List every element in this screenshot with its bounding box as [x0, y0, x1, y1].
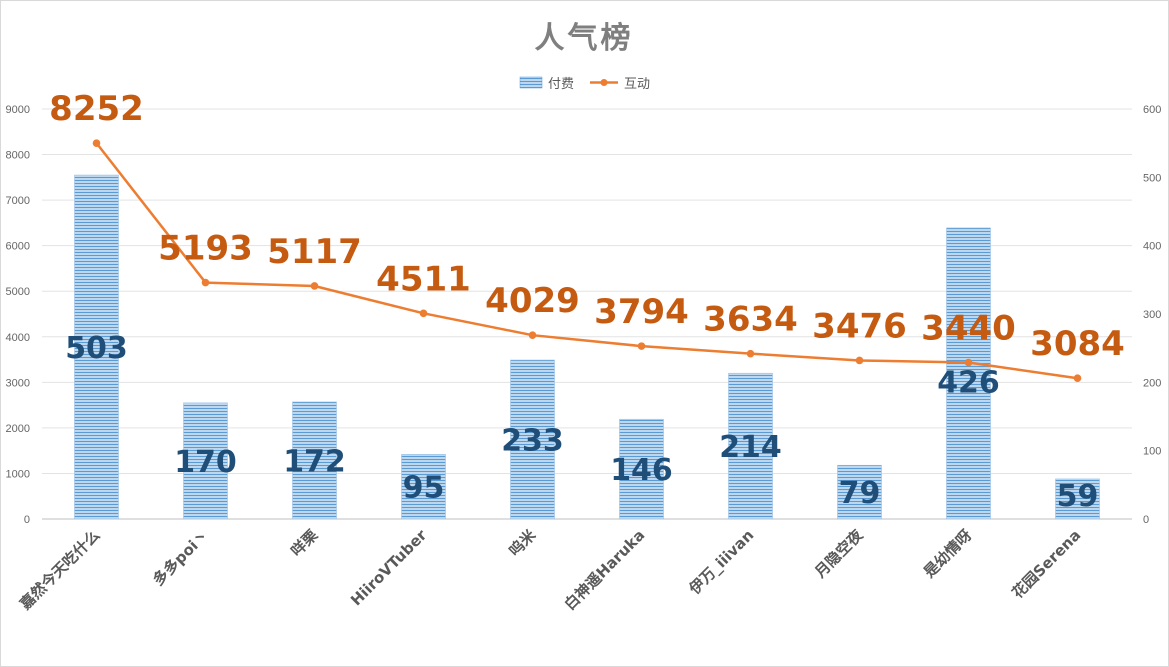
line-data-labels: 8252 5193 5117 4511 4029 3794 3634 3476 3440 3084	[49, 89, 1125, 364]
line-point	[637, 342, 646, 350]
line-point	[92, 139, 101, 147]
bar	[183, 402, 228, 520]
left-axis-tick: 3000	[6, 377, 30, 389]
left-axis-tick: 1000	[6, 468, 30, 480]
chart-title: 人气榜	[535, 21, 634, 56]
legend-label-line: 互动	[624, 77, 650, 92]
line-point	[855, 356, 864, 365]
line-data-label: 3084	[1030, 324, 1125, 364]
left-axis-tick: 2000	[6, 423, 30, 435]
left-axis-tick: 8000	[6, 150, 30, 162]
bar-data-label: 146	[610, 453, 673, 488]
legend-swatch-bar	[519, 76, 543, 89]
line-point	[201, 278, 210, 287]
line-point	[310, 282, 319, 290]
bar-data-label: 172	[283, 444, 346, 479]
bar	[619, 418, 664, 520]
legend: 付费 互动	[519, 76, 650, 92]
line-point	[964, 358, 973, 367]
line-point	[528, 331, 537, 339]
line-data-label: 5117	[267, 232, 362, 272]
bar-data-label: 59	[1057, 479, 1099, 514]
bar-data-label: 503	[65, 331, 128, 366]
line-data-label: 3476	[812, 306, 907, 346]
bar-data-label: 79	[839, 476, 881, 511]
line-data-label: 5193	[158, 229, 253, 269]
bar	[837, 464, 882, 520]
right-axis-tick: 100	[1143, 446, 1161, 458]
line-data-label: 3440	[921, 309, 1016, 349]
line-data-label: 4511	[376, 259, 471, 299]
left-axis-tick: 7000	[6, 195, 30, 207]
bar	[946, 227, 991, 520]
bar	[510, 359, 555, 520]
right-axis-tick: 300	[1143, 309, 1161, 321]
bar-series	[74, 174, 1100, 520]
right-axis-tick: 500	[1143, 172, 1161, 184]
line-data-label: 3634	[703, 300, 798, 340]
bar	[1055, 478, 1100, 520]
bar	[292, 401, 337, 520]
line-point	[419, 309, 428, 318]
bar-data-label: 426	[937, 366, 1000, 401]
right-axis-tick: 400	[1143, 241, 1161, 253]
line-point	[746, 349, 755, 358]
left-axis-tick: 6000	[6, 241, 30, 253]
line-point	[1073, 374, 1082, 383]
line-data-label: 3794	[594, 292, 689, 332]
right-axis-tick: 0	[1143, 514, 1149, 526]
bar-data-label: 214	[719, 430, 782, 465]
right-axis: 0 100 200 300 400 500 600	[1143, 104, 1161, 526]
bar-data-label: 233	[501, 424, 564, 459]
bar-data-label: 170	[174, 445, 237, 480]
left-axis-tick: 0	[24, 514, 30, 526]
line-data-label: 4029	[485, 281, 580, 321]
bar	[401, 454, 446, 520]
bar-data-label: 95	[403, 471, 445, 506]
bar	[74, 174, 119, 520]
left-axis-tick: 4000	[6, 332, 30, 344]
line-series	[92, 139, 1082, 383]
bar-data-labels: 503 170 172 95 233 146 214 79 426 59	[65, 331, 1098, 514]
left-axis: 0 1000 2000 3000 4000 5000 6000 7000 8000 9000	[6, 104, 30, 526]
right-axis-tick: 200	[1143, 377, 1161, 389]
line-data-label: 8252	[49, 89, 144, 129]
left-axis-tick: 5000	[6, 286, 30, 298]
bar	[728, 372, 773, 520]
left-axis-tick: 9000	[6, 104, 30, 116]
legend-swatch-marker	[600, 79, 608, 86]
series-line	[95, 142, 1078, 380]
right-axis-tick: 600	[1143, 104, 1161, 116]
legend-label-bar: 付费	[548, 77, 574, 92]
